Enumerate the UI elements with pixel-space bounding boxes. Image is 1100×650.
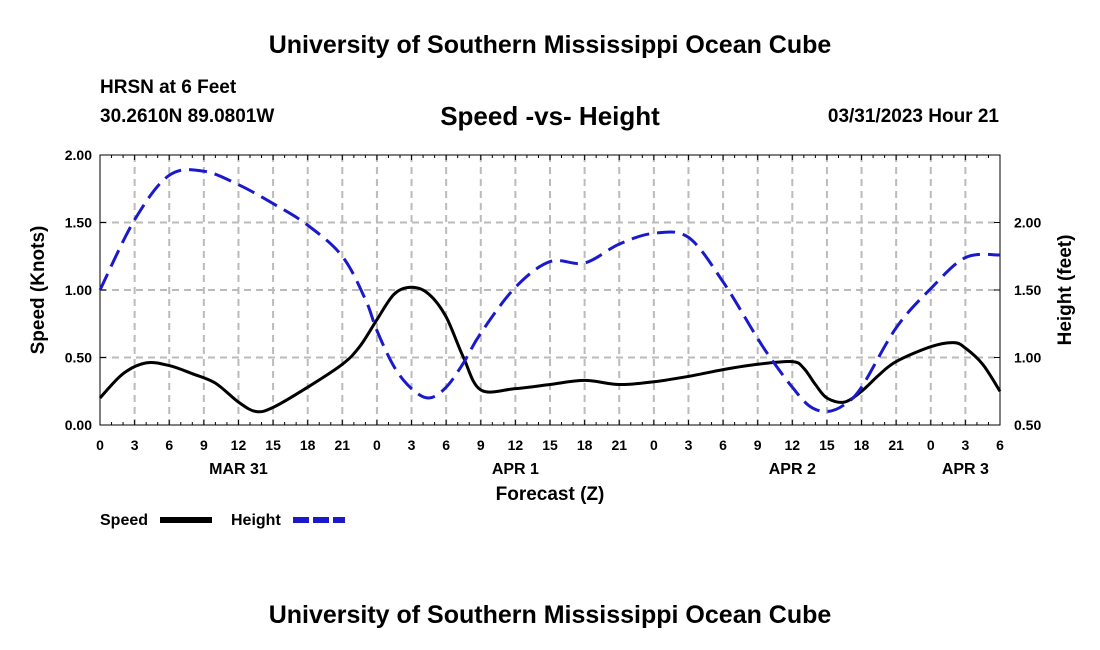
x-tick-label: 21 [888, 437, 904, 453]
legend-layer: Speed Height [100, 512, 345, 529]
x-tick-label: 18 [577, 437, 593, 453]
x-tick-label: 15 [819, 437, 835, 453]
date-label: APR 2 [769, 461, 816, 478]
x-tick-label: 6 [719, 437, 727, 453]
legend-label-height: Height [231, 512, 281, 529]
y2-tick-label: 1.00 [1014, 350, 1041, 366]
x-tick-label: 18 [300, 437, 316, 453]
x-tick-label: 0 [650, 437, 658, 453]
y-tick-label: 0.00 [65, 417, 92, 433]
chart-subtitle: Speed -vs- Height [440, 101, 660, 131]
x-tick-label: 15 [265, 437, 281, 453]
x-tick-label: 6 [442, 437, 450, 453]
x-tick-label: 3 [131, 437, 139, 453]
tick-layer [99, 154, 1001, 426]
y-tick-label: 2.00 [65, 147, 92, 163]
x-tick-label: 21 [335, 437, 351, 453]
date-label: APR 3 [942, 461, 989, 478]
grid-layer [100, 155, 1000, 425]
y-tick-label: 1.50 [65, 215, 92, 231]
x-tick-label: 9 [200, 437, 208, 453]
y-axis-title: Speed (Knots) [28, 226, 49, 355]
x-tick-label: 3 [685, 437, 693, 453]
coordinates-label: 30.2610N 89.0801W [100, 106, 275, 127]
x-tick-label: 9 [754, 437, 762, 453]
x-tick-label: 21 [611, 437, 627, 453]
x-tick-label: 3 [408, 437, 416, 453]
x-tick-label: 18 [854, 437, 870, 453]
x-tick-label: 12 [508, 437, 524, 453]
x-tick-label: 12 [231, 437, 247, 453]
y2-axis-title: Height (feet) [1055, 235, 1076, 346]
y-tick-label: 0.50 [65, 350, 92, 366]
y-tick-label: 1.00 [65, 282, 92, 298]
y2-tick-label: 2.00 [1014, 215, 1041, 231]
x-axis-title: Forecast (Z) [496, 484, 605, 505]
series-layer [98, 168, 1002, 414]
x-tick-label: 9 [477, 437, 485, 453]
y2-tick-label: 1.50 [1014, 282, 1041, 298]
footer-title: University of Southern Mississippi Ocean… [268, 601, 832, 629]
forecast-datetime: 03/31/2023 Hour 21 [827, 106, 999, 127]
page-title: University of Southern Mississippi Ocean… [268, 31, 832, 59]
x-tick-label: 0 [373, 437, 381, 453]
y2-tick-label: 0.50 [1014, 417, 1041, 433]
x-tick-label: 6 [165, 437, 173, 453]
station-label: HRSN at 6 Feet [100, 77, 237, 98]
x-tick-label: 6 [996, 437, 1004, 453]
x-tick-label: 15 [542, 437, 558, 453]
x-tick-label: 0 [927, 437, 935, 453]
label-layer: 0 3 6 9 12 15 18 21 0 3 6 9 12 15 18 21 0 3 6 9 12 15 18 21 0 3 60… [28, 147, 1076, 505]
x-tick-label: 12 [785, 437, 801, 453]
speed-series-line [98, 285, 1002, 414]
x-tick-label: 3 [961, 437, 969, 453]
height-series-line [98, 168, 1001, 414]
x-tick-label: 0 [96, 437, 104, 453]
date-label: MAR 31 [209, 461, 268, 478]
date-label: APR 1 [492, 461, 539, 478]
legend-label-speed: Speed [100, 512, 148, 529]
